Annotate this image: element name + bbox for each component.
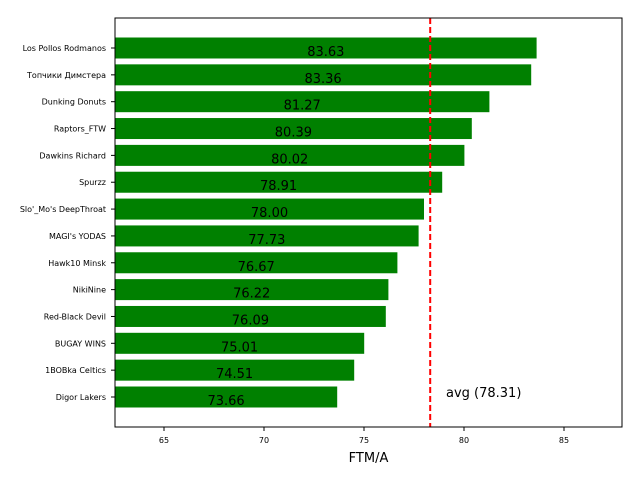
bar <box>115 144 465 166</box>
x-tick-label: 80 <box>459 436 469 445</box>
value-label: 75.01 <box>221 340 258 355</box>
bar <box>115 279 389 301</box>
x-tick-label: 65 <box>159 436 169 445</box>
value-label: 74.51 <box>216 367 253 382</box>
plot-frame <box>114 17 623 428</box>
y-tick-label: Топчики Димстера <box>26 71 106 80</box>
value-label: 80.39 <box>275 126 312 141</box>
y-tick-label: 1BOBka Celtics <box>45 366 106 375</box>
bar <box>115 305 386 327</box>
bar <box>115 225 419 247</box>
bar <box>115 118 472 140</box>
y-tick-label: Slo'_Mo's DeepThroat <box>20 205 106 214</box>
bar <box>115 64 532 86</box>
y-tick-label: Los Pollos Rodmanos <box>23 44 106 53</box>
x-tick-label: 85 <box>559 436 569 445</box>
y-tick-label: NikiNine <box>73 286 106 295</box>
y-tick-label: Red-Black Devil <box>44 312 106 321</box>
y-tick-label: Dunking Donuts <box>42 98 106 107</box>
bar <box>115 359 355 381</box>
x-tick-label: 70 <box>259 436 269 445</box>
value-label: 83.36 <box>304 72 341 87</box>
x-tick-label: 75 <box>359 436 369 445</box>
value-label: 76.09 <box>232 313 269 328</box>
value-label: 76.67 <box>238 260 275 275</box>
bar <box>115 386 338 408</box>
value-label: 73.66 <box>207 394 244 409</box>
y-tick-label: Raptors_FTW <box>54 125 106 134</box>
average-label: avg (78.31) <box>446 386 521 401</box>
value-label: 77.73 <box>248 233 285 248</box>
value-label: 83.63 <box>307 45 344 60</box>
y-tick-label: Digor Lakers <box>56 393 106 402</box>
y-tick-label: Dawkins Richard <box>39 151 106 160</box>
value-label: 76.22 <box>233 287 270 302</box>
bar <box>115 252 398 274</box>
value-label: 81.27 <box>284 99 321 114</box>
x-axis-label: FTM/A <box>349 451 389 466</box>
value-label: 78.91 <box>260 179 297 194</box>
y-tick-label: BUGAY WINS <box>55 339 106 348</box>
y-tick-label: MAGI's YODAS <box>49 232 106 241</box>
bar <box>115 332 365 354</box>
y-tick-label: Spurzz <box>79 178 106 187</box>
bar <box>115 171 443 193</box>
y-tick-label: Hawk10 Minsk <box>48 259 106 268</box>
bar <box>115 91 490 113</box>
bar <box>115 198 424 220</box>
value-label: 78.00 <box>251 206 288 221</box>
bar <box>115 37 537 59</box>
value-label: 80.02 <box>271 152 308 167</box>
